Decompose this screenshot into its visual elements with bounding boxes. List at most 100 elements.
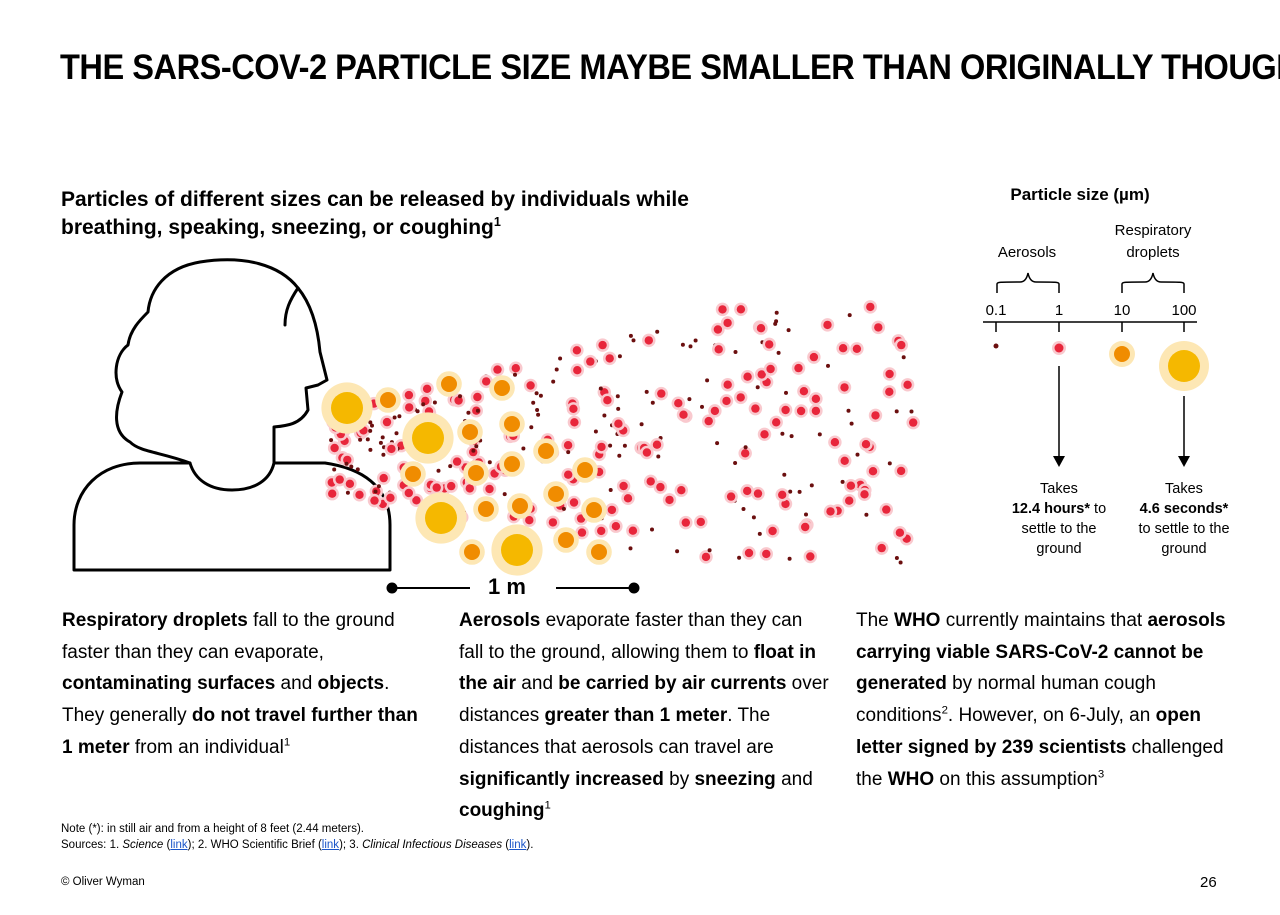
fine-particle (513, 372, 517, 377)
size-dot-1 (1054, 343, 1064, 353)
fine-particle (329, 438, 334, 443)
fine-particle (373, 489, 378, 494)
aerosols-label: Aerosols (997, 244, 1057, 261)
aerosol-particle (412, 496, 421, 505)
fine-particle (894, 409, 899, 414)
aerosols-bracket (996, 272, 1060, 293)
fine-particle (784, 390, 788, 395)
note-text: Note (*): in still air and from a height… (61, 823, 364, 835)
fine-particle (608, 443, 613, 448)
aerosol-particle (681, 518, 690, 527)
aerosol-particle (743, 486, 752, 496)
aerosol-particle (826, 507, 835, 516)
aerosol-particle (882, 505, 891, 514)
fine-particle (855, 452, 860, 457)
fine-particle (558, 356, 563, 361)
aerosol-particle (644, 336, 653, 345)
page-number: 26 (1200, 874, 1217, 891)
aerosol-particle (677, 486, 686, 495)
droplet-medium (494, 380, 510, 396)
fine-particle (737, 555, 742, 560)
aerosol-particle (345, 479, 355, 488)
aerosol-particle (656, 482, 665, 492)
droplet-medium (478, 501, 494, 517)
aerosol-particle (903, 380, 912, 389)
fine-particle (370, 423, 374, 428)
fine-particle (774, 310, 779, 315)
aerosol-particle (465, 484, 474, 493)
droplet-medium (512, 498, 528, 514)
aerosol-particle (874, 323, 883, 332)
fine-particle (733, 350, 738, 354)
aerosol-particle (718, 305, 727, 314)
particle-cloud (321, 300, 920, 576)
fine-particle (840, 479, 845, 484)
fine-particle (554, 367, 559, 372)
aerosol-particle (736, 305, 746, 314)
fine-particle (415, 409, 420, 414)
fine-particle (757, 531, 762, 536)
fine-particle (529, 425, 534, 430)
aerosol-particle (760, 430, 769, 439)
aerosol-particle (897, 340, 906, 350)
fine-particle (787, 556, 792, 561)
fine-particle (602, 413, 607, 418)
aerosol-particle (586, 357, 595, 366)
aerosol-particle (811, 394, 821, 403)
fine-particle (700, 404, 704, 409)
aerosol-particle (704, 416, 713, 426)
fine-particle (786, 328, 791, 333)
tick-label-100: 100 (1171, 302, 1197, 319)
aerosol-particle (701, 552, 711, 562)
aerosol-particle (772, 418, 781, 427)
aerosol-particle (652, 440, 662, 449)
aerosol-particle (573, 366, 582, 375)
source-link-1[interactable]: link (170, 839, 188, 851)
aerosol-particle (781, 499, 790, 509)
aerosol-particle (753, 489, 763, 498)
copyright: © Oliver Wyman (61, 876, 145, 888)
fine-particle (394, 431, 399, 436)
aerosol-particle (355, 490, 364, 499)
droplet-large (501, 534, 533, 566)
fine-particle (733, 461, 738, 465)
droplet-medium (558, 532, 574, 548)
aerosol-particle (330, 443, 339, 453)
fine-particle (466, 410, 471, 415)
aerosol-particle (861, 440, 871, 449)
aerosol-particle (768, 526, 777, 536)
fine-particle (536, 412, 541, 417)
aerosol-particle (696, 517, 705, 527)
fine-particle (358, 437, 363, 442)
fine-particle (894, 556, 899, 560)
size-axis (983, 272, 1197, 460)
droplet-arrowhead (1178, 456, 1190, 467)
aerosol-particle (679, 410, 688, 419)
fine-particle (655, 329, 660, 334)
particle-size-title: Particle size (µm) (1010, 185, 1150, 204)
fine-particle (797, 489, 802, 494)
source-link-3[interactable]: link (509, 839, 527, 851)
droplet-medium (591, 544, 607, 560)
aerosol-particle (801, 522, 810, 532)
aerosol-arrowhead (1053, 456, 1065, 467)
subtitle: Particles of different sizes can be rele… (61, 188, 689, 239)
droplet-medium (504, 416, 520, 432)
aerosol-particle (840, 383, 849, 392)
fine-particle (475, 408, 480, 413)
fine-particle (631, 338, 636, 343)
fine-particle (782, 472, 787, 477)
aerosol-particle (597, 442, 606, 452)
fine-particle (368, 447, 373, 452)
distance-start-dot (386, 582, 398, 594)
fine-particle (593, 429, 598, 434)
fine-particle (502, 492, 507, 497)
droplet-medium (548, 486, 564, 502)
fine-particle (628, 333, 633, 338)
source-link-2[interactable]: link (321, 839, 340, 851)
tick-label-10: 10 (1113, 302, 1131, 319)
aerosol-particle (493, 365, 502, 374)
fine-particle (551, 379, 556, 384)
who-paragraph: The WHO currently maintains that aerosol… (856, 610, 1226, 790)
